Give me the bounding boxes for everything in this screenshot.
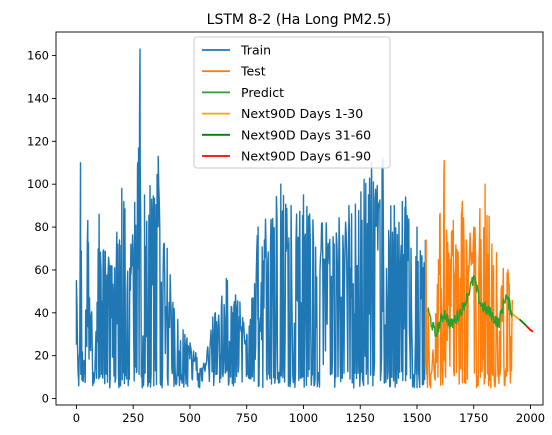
y-tick-label: 160 [27, 49, 49, 63]
legend-box [193, 36, 391, 169]
series-next90d-days-1-30 [512, 313, 520, 321]
y-tick-label: 140 [27, 91, 49, 105]
x-axis: 0 250 500 750 1000 1250 1500 1750 2000 [73, 405, 545, 425]
legend-label: Predict [241, 85, 284, 100]
x-tick-label: 1250 [346, 411, 375, 425]
y-tick-label: 60 [34, 263, 49, 277]
x-tick-label: 1500 [402, 411, 431, 425]
x-tick-label: 500 [179, 411, 201, 425]
x-tick-label: 1000 [289, 411, 318, 425]
y-tick-label: 100 [27, 177, 49, 191]
y-tick-label: 120 [27, 134, 49, 148]
legend-label: Next90D Days 1-30 [241, 106, 363, 121]
x-tick-label: 250 [122, 411, 144, 425]
series-test [424, 159, 513, 389]
legend-label: Test [240, 64, 266, 79]
plot-frame [55, 31, 544, 406]
y-tick-label: 0 [42, 392, 49, 406]
x-tick-label: 1750 [459, 411, 488, 425]
y-axis: 0 20 40 60 80 100 120 140 160 [27, 49, 56, 406]
series-next90d-days-61-90 [525, 325, 534, 333]
y-tick-label: 80 [34, 220, 49, 234]
legend-label: Next90D Days 61-90 [241, 149, 371, 164]
x-tick-label: 0 [73, 411, 80, 425]
legend: Train Test Predict Next90D Days 1-30 Next90D… [193, 36, 391, 169]
series-layer [75, 48, 534, 389]
series-train [75, 48, 427, 389]
legend-label: Next90D Days 31-60 [241, 127, 371, 142]
y-tick-label: 40 [34, 306, 49, 320]
x-tick-label: 2000 [516, 411, 545, 425]
chart-title: LSTM 8-2 (Ha Long PM2.5) [207, 12, 392, 28]
legend-label: Train [240, 43, 271, 58]
x-tick-label: 750 [236, 411, 258, 425]
y-tick-label: 20 [34, 349, 49, 363]
series-next90d-days-31-60 [518, 318, 527, 327]
series-predict [427, 274, 513, 338]
